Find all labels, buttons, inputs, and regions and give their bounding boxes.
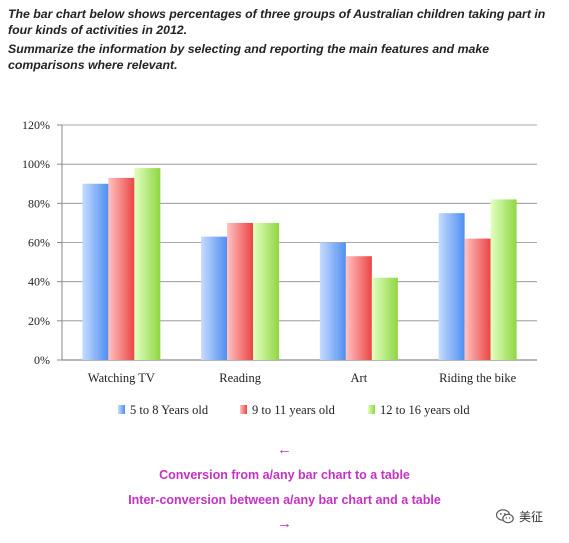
y-tick-label: 40% xyxy=(28,275,50,289)
y-tick-label: 20% xyxy=(28,314,50,328)
wechat-badge: 美征 xyxy=(495,508,544,525)
bar xyxy=(490,199,517,360)
bar xyxy=(438,213,465,360)
bar xyxy=(319,242,346,360)
bar xyxy=(371,277,398,360)
x-tick-label: Reading xyxy=(219,371,261,385)
bar-chart: 0% 20% 40% 60% 80% 100% 120% Watching TV Readin… xyxy=(22,118,537,417)
bars xyxy=(82,168,517,360)
y-tick-label: 120% xyxy=(22,118,50,132)
x-tick-label: Riding the bike xyxy=(439,371,517,385)
bar xyxy=(82,183,109,360)
x-tick-label: Watching TV xyxy=(88,371,155,385)
y-tick-label: 80% xyxy=(28,196,50,210)
y-tick-label: 100% xyxy=(22,157,50,171)
bar xyxy=(464,238,491,360)
legend-swatch xyxy=(368,405,375,414)
left-arrow-icon: ← xyxy=(277,441,292,458)
y-tick-label: 60% xyxy=(28,236,50,250)
y-axis: 0% 20% 40% 60% 80% 100% 120% xyxy=(22,118,50,367)
bar xyxy=(134,168,161,360)
x-axis: Watching TV Reading Art Riding the bike xyxy=(88,371,517,385)
legend-label: 5 to 8 Years old xyxy=(130,403,209,417)
bar xyxy=(227,222,254,360)
y-tick-label: 0% xyxy=(34,353,50,367)
note-inter-conversion: Inter-conversion between a/any bar chart… xyxy=(128,493,441,507)
task-prompt: The bar chart below shows percentages of… xyxy=(8,6,563,76)
note-conversion: Conversion from a/any bar chart to a tab… xyxy=(159,468,410,482)
legend-swatch xyxy=(240,405,247,414)
legend-label: 12 to 16 years old xyxy=(380,403,470,417)
legend-swatch xyxy=(118,405,125,414)
wechat-account-name: 美征 xyxy=(519,510,544,524)
bar xyxy=(345,256,372,360)
wechat-icon xyxy=(495,509,514,524)
right-arrow-icon: → xyxy=(277,515,292,532)
task-instruction: Summarize the information by selecting a… xyxy=(8,42,490,72)
x-tick-label: Art xyxy=(351,371,368,385)
bar xyxy=(201,236,228,360)
legend-label: 9 to 11 years old xyxy=(252,403,336,417)
task-description: The bar chart below shows percentages of… xyxy=(8,7,546,37)
bar xyxy=(253,222,280,360)
legend: 5 to 8 Years old 9 to 11 years old 12 to 1… xyxy=(118,403,470,417)
bar xyxy=(108,177,135,360)
